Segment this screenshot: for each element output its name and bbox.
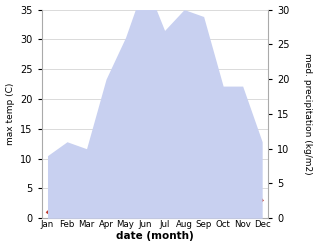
X-axis label: date (month): date (month) <box>116 231 194 242</box>
Y-axis label: med. precipitation (kg/m2): med. precipitation (kg/m2) <box>303 53 313 175</box>
Y-axis label: max temp (C): max temp (C) <box>5 83 15 145</box>
